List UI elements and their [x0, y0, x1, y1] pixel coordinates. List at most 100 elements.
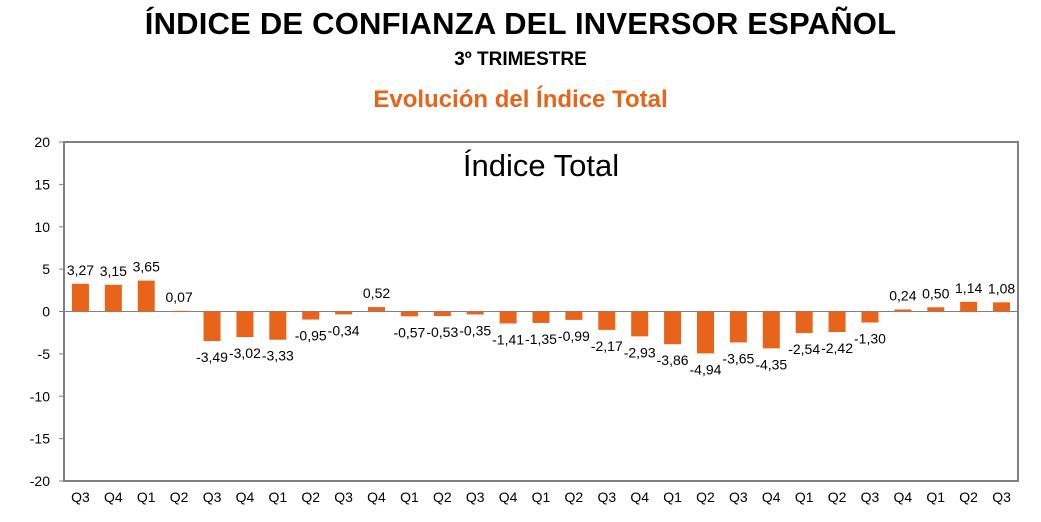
data-label: 3,27: [67, 262, 94, 278]
data-label: -1,41: [492, 331, 524, 347]
bar: [137, 280, 155, 312]
bar: [762, 311, 780, 349]
x-tick-label: Q1: [795, 489, 814, 505]
data-label: 0,50: [922, 285, 949, 301]
x-tick-label: Q2: [828, 489, 847, 505]
bar: [696, 311, 714, 354]
x-tick-label: Q4: [236, 489, 255, 505]
data-label: -0,53: [426, 324, 458, 340]
y-tick-label: 5: [42, 261, 50, 277]
bar: [861, 311, 879, 323]
x-tick-label: Q2: [170, 489, 189, 505]
main-title: ÍNDICE DE CONFIANZA DEL INVERSOR ESPAÑOL: [144, 6, 897, 41]
x-tick-label: Q2: [301, 489, 320, 505]
data-label: 1,08: [988, 280, 1015, 296]
x-tick-label: Q4: [630, 489, 649, 505]
data-label: -3,33: [262, 348, 294, 364]
bar: [466, 311, 484, 315]
bar: [236, 311, 254, 338]
x-tick-label: Q2: [959, 489, 978, 505]
x-tick-label: Q1: [400, 489, 419, 505]
bar: [104, 284, 122, 312]
x-tick-label: Q2: [433, 489, 452, 505]
bar: [927, 307, 945, 312]
data-label: -1,35: [525, 331, 557, 347]
x-tick-label: Q3: [729, 489, 748, 505]
data-label: 3,65: [133, 259, 160, 275]
bar: [960, 301, 978, 312]
data-label: -3,49: [196, 349, 228, 365]
x-tick-label: Q3: [597, 489, 616, 505]
bar: [335, 311, 353, 315]
data-label: -0,34: [328, 322, 360, 338]
x-tick-label: Q2: [696, 489, 715, 505]
bar: [532, 311, 550, 323]
y-tick-label: 15: [34, 176, 50, 192]
x-tick-label: Q1: [926, 489, 945, 505]
data-label: 1,14: [955, 280, 982, 296]
x-tick-label: Q1: [663, 489, 682, 505]
bar: [795, 311, 813, 334]
x-tick-label: Q3: [334, 489, 353, 505]
data-label: 0,24: [889, 287, 916, 303]
section-title: Evolución del Índice Total: [373, 86, 668, 113]
y-tick-label: 0: [42, 304, 50, 320]
subtitle: 3º TRIMESTRE: [454, 49, 587, 70]
data-label: 0,52: [363, 285, 390, 301]
chart-title: Índice Total: [463, 148, 619, 183]
bar: [170, 310, 188, 312]
x-tick-label: Q1: [532, 489, 551, 505]
bar: [993, 302, 1011, 312]
data-label: -2,54: [788, 341, 820, 357]
data-label: -0,57: [393, 324, 425, 340]
bar: [368, 307, 386, 312]
bar: [203, 311, 221, 342]
x-tick-label: Q1: [268, 489, 287, 505]
bar: [598, 311, 616, 330]
x-tick-label: Q3: [466, 489, 485, 505]
x-tick-label: Q3: [861, 489, 880, 505]
x-tick-label: Q4: [499, 489, 518, 505]
x-tick-label: Q2: [565, 489, 584, 505]
data-label: -3,65: [722, 350, 754, 366]
y-tick-label: 10: [34, 219, 50, 235]
x-tick-label: Q4: [762, 489, 781, 505]
bar: [400, 311, 418, 317]
data-label: -4,35: [755, 356, 787, 372]
bar: [828, 311, 846, 333]
bar: [269, 311, 287, 340]
y-tick-label: -15: [30, 431, 50, 447]
x-tick-label: Q3: [71, 489, 90, 505]
bar: [631, 311, 649, 337]
data-label: -0,99: [558, 328, 590, 344]
x-tick-label: Q3: [992, 489, 1011, 505]
bar: [302, 311, 320, 320]
data-label: 3,15: [100, 263, 127, 279]
bar: [433, 311, 451, 316]
bar: [499, 311, 517, 324]
y-tick-label: -5: [38, 346, 51, 362]
x-tick-label: Q4: [367, 489, 386, 505]
bar: [894, 309, 912, 312]
x-tick-label: Q3: [203, 489, 222, 505]
x-tick-label: Q4: [104, 489, 123, 505]
data-label: -2,17: [591, 338, 623, 354]
data-label: -0,95: [295, 328, 327, 344]
x-tick-label: Q1: [137, 489, 156, 505]
bar: [565, 311, 583, 320]
data-label: -2,42: [821, 340, 853, 356]
data-label: -4,94: [690, 361, 722, 377]
bar: [71, 283, 89, 312]
data-label: -3,02: [229, 345, 261, 361]
data-label: 0,07: [166, 289, 193, 305]
data-label: -2,93: [624, 344, 656, 360]
y-tick-label: -10: [30, 388, 50, 404]
bar: [664, 311, 682, 345]
data-label: -0,35: [459, 322, 491, 338]
y-tick-label: 20: [34, 134, 50, 150]
data-label: -3,86: [657, 352, 689, 368]
data-label: -1,30: [854, 331, 886, 347]
bar: [729, 311, 747, 343]
y-tick-label: -20: [30, 473, 50, 489]
